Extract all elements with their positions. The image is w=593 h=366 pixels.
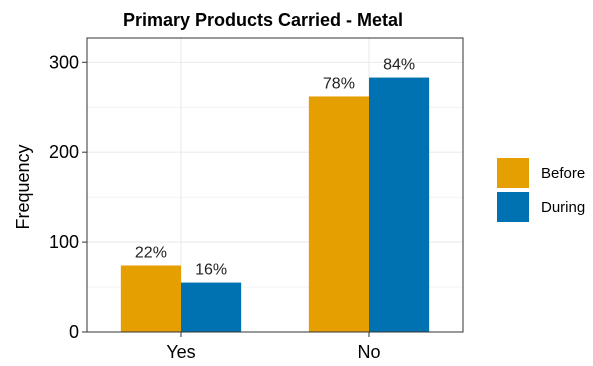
data-label: 22%: [135, 244, 167, 261]
x-tick-label: Yes: [166, 342, 195, 362]
data-labels: 22% 16% 78% 84%: [135, 57, 415, 279]
data-label: 84%: [383, 57, 415, 74]
legend-swatch-during: [497, 192, 529, 222]
plot-border: [86, 37, 464, 333]
bar-during-no: [369, 77, 430, 332]
bar-during-yes: [181, 282, 242, 332]
y-tick-label: 100: [49, 232, 79, 252]
data-label: 78%: [323, 75, 355, 92]
bar-before-no: [308, 96, 369, 332]
legend-label-during: During: [541, 199, 585, 216]
y-tick-label: 300: [49, 52, 79, 72]
legend-label-before: Before: [541, 165, 585, 182]
chart-title: Primary Products Carried - Metal: [123, 10, 403, 30]
legend-swatch-before: [497, 158, 529, 188]
y-tick-label: 0: [69, 322, 79, 342]
y-axis-label: Frequency: [13, 144, 33, 229]
y-axis: 0 100 200 300: [49, 52, 87, 342]
y-tick-label: 200: [49, 142, 79, 162]
bar-before-yes: [120, 265, 181, 332]
bars: [120, 77, 430, 332]
legend: Before During: [497, 158, 585, 222]
x-axis: Yes No: [166, 332, 381, 362]
x-tick-label: No: [357, 342, 380, 362]
data-label: 16%: [195, 262, 227, 279]
